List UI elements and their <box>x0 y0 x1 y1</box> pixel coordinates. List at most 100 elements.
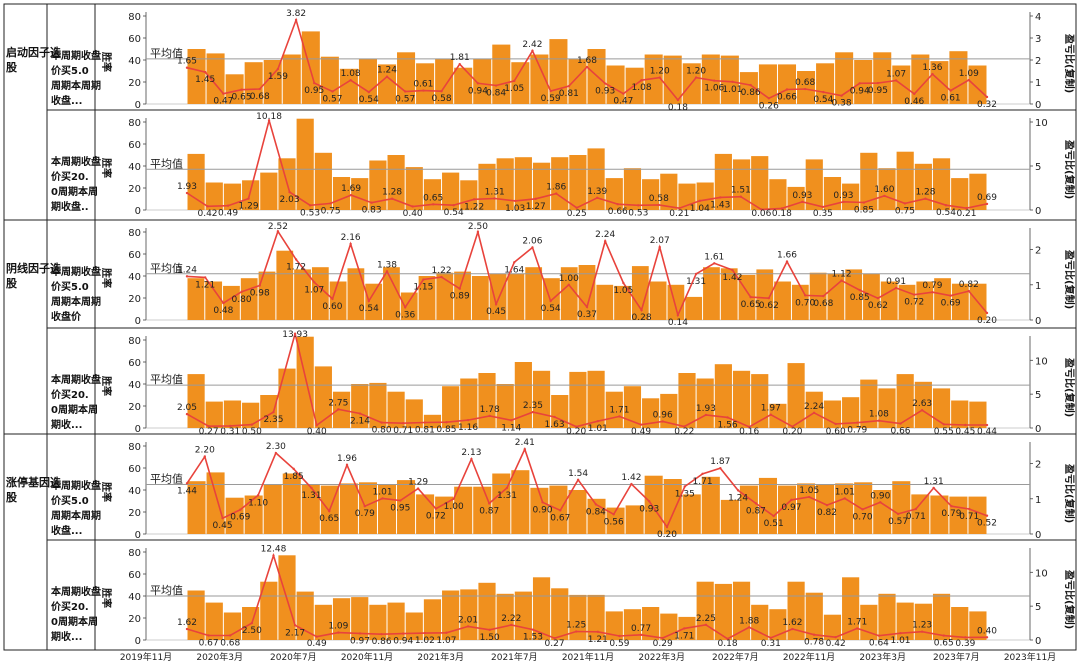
bar <box>332 598 351 640</box>
line-value-label: 1.28 <box>915 188 935 198</box>
line-point <box>313 281 316 284</box>
bar <box>934 278 951 320</box>
left-tick-label: 20 <box>128 402 141 413</box>
bar <box>442 590 460 640</box>
line-value-label: 1.16 <box>458 423 478 433</box>
line-value-label: 2.75 <box>328 398 348 408</box>
line-value-label: 2.25 <box>696 614 716 624</box>
line-value-label: 0.59 <box>609 639 629 649</box>
bar <box>911 494 930 534</box>
line-point <box>726 416 729 419</box>
bar <box>714 153 732 210</box>
line-value-label: 0.91 <box>886 277 906 287</box>
line-value-label: 0.55 <box>934 427 954 437</box>
line-point <box>440 275 443 279</box>
line-point <box>760 208 763 211</box>
bar <box>949 51 968 104</box>
line-point <box>313 81 316 85</box>
bar <box>642 607 660 640</box>
x-tick-label: 2023年11月 <box>1004 651 1056 663</box>
line-point <box>505 486 509 490</box>
line-point <box>367 299 371 303</box>
line-value-label: 1.05 <box>613 286 633 296</box>
bar <box>860 379 878 428</box>
line-point <box>676 313 680 317</box>
line-point <box>258 87 261 91</box>
bar <box>551 395 569 428</box>
line-value-label: 0.90 <box>870 491 890 501</box>
line-point <box>470 457 473 461</box>
bar <box>187 481 206 534</box>
bar <box>187 49 206 104</box>
bar <box>496 384 514 428</box>
right-tick-label: 4 <box>1035 12 1041 23</box>
line-value-label: 1.24 <box>728 493 748 503</box>
bar <box>932 388 951 428</box>
line-point <box>337 408 340 411</box>
bar <box>827 273 845 320</box>
bar <box>660 173 678 210</box>
line-value-label: 1.62 <box>782 618 802 628</box>
bar <box>732 370 751 428</box>
row-label-line: 收盘价 <box>51 310 82 323</box>
line-value-label: 0.61 <box>413 80 433 90</box>
line-value-label: 0.18 <box>718 639 738 649</box>
line-point <box>754 502 758 505</box>
line-value-label: 1.21 <box>195 280 215 290</box>
line-value-label: 0.59 <box>541 94 561 104</box>
line-point <box>206 205 209 208</box>
line-value-label: 1.20 <box>650 67 670 77</box>
bar <box>642 398 660 428</box>
line-point <box>704 623 708 626</box>
bar <box>769 403 787 428</box>
line-point <box>834 635 837 639</box>
line-point <box>894 79 898 82</box>
line-point <box>315 424 318 427</box>
line-value-label: 1.04 <box>690 204 710 214</box>
line-value-label: 0.89 <box>450 292 470 302</box>
line-value-label: 1.01 <box>835 487 855 497</box>
line-value-label: 0.36 <box>395 310 415 320</box>
line-point <box>739 195 743 198</box>
line-point <box>618 634 621 638</box>
line-point <box>772 514 775 518</box>
line-point <box>858 288 861 292</box>
line-point <box>358 412 362 415</box>
row-label-line: 价买5.0 <box>51 281 89 293</box>
left-tick-label: 80 <box>128 442 141 453</box>
line-value-label: 0.20 <box>657 530 677 540</box>
bar <box>442 172 460 210</box>
line-value-label: 1.65 <box>177 57 197 67</box>
line-value-label: 0.67 <box>550 513 570 523</box>
bar <box>369 604 387 640</box>
bar <box>492 44 511 104</box>
line-point <box>431 203 435 206</box>
line-value-label: 1.29 <box>239 202 259 212</box>
line-value-label: 0.21 <box>956 209 976 219</box>
bar <box>511 62 530 104</box>
bar <box>282 473 301 534</box>
group-label: 涨停基因选股 <box>6 475 61 504</box>
right-axis-label: 盈亏比(复制) <box>1063 357 1076 417</box>
line-point <box>185 627 189 631</box>
line-point <box>256 494 260 497</box>
row-label-line: 期收盘.. <box>51 200 89 213</box>
bar <box>514 157 532 210</box>
line-point <box>549 89 552 93</box>
bar <box>351 178 369 210</box>
row-label-line: 价买5.0 <box>51 495 89 507</box>
line-value-label: 0.49 <box>218 209 238 219</box>
line-value-label: 1.09 <box>959 69 979 79</box>
line-point <box>803 87 807 91</box>
left-tick-label: 40 <box>128 592 141 603</box>
bar <box>968 496 987 534</box>
line-value-label: 2.22 <box>501 614 521 624</box>
line-value-label: 1.15 <box>413 283 433 293</box>
row-label-line: 期收... <box>51 418 82 431</box>
line-value-label: 0.93 <box>833 191 853 201</box>
bar <box>244 62 263 104</box>
bar <box>240 278 258 320</box>
line-point <box>862 201 866 204</box>
bar <box>969 611 987 640</box>
bar <box>878 593 896 640</box>
